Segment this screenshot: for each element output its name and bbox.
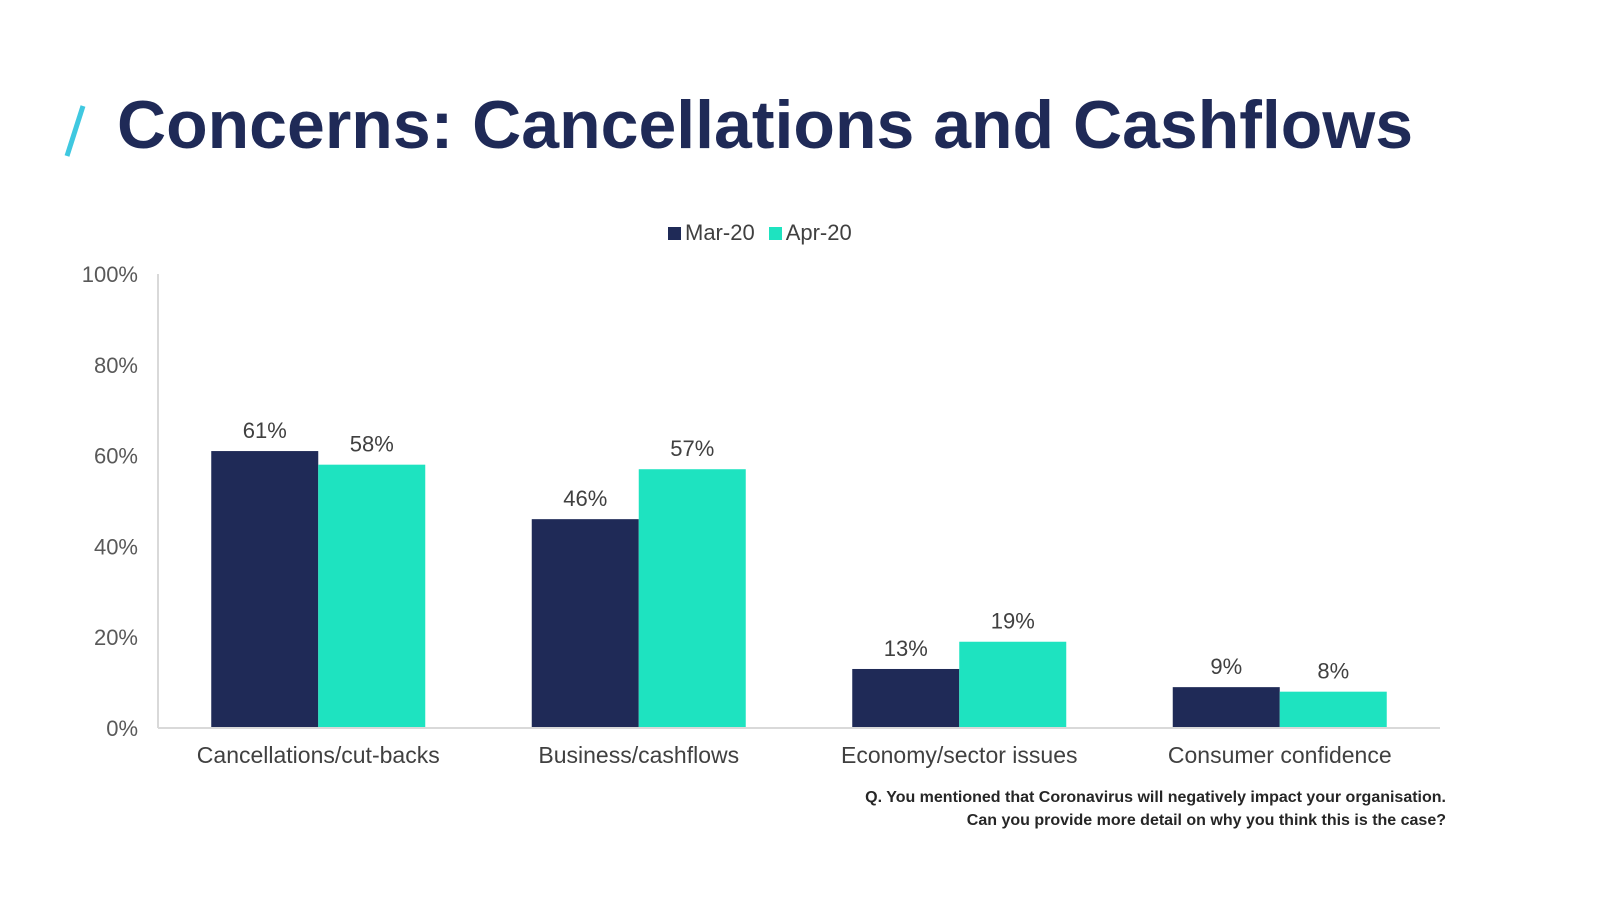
data-label: 8% xyxy=(1317,659,1349,684)
data-label: 9% xyxy=(1210,654,1242,679)
bar-apr xyxy=(959,641,1067,728)
bar-mar xyxy=(852,668,960,728)
legend-label-mar: Mar-20 xyxy=(685,220,755,245)
y-tick-label: 0% xyxy=(106,716,138,741)
survey-question-line1: Q. You mentioned that Coronavirus will n… xyxy=(865,789,1446,806)
bar-mar xyxy=(531,519,639,728)
x-tick-label: Business/cashflows xyxy=(538,742,739,768)
bar-mar xyxy=(211,451,319,728)
data-label: 13% xyxy=(884,636,928,661)
legend-item-mar: Mar-20 xyxy=(668,220,755,246)
legend-item-apr: Apr-20 xyxy=(768,220,852,246)
bar-apr xyxy=(638,469,746,728)
data-label: 57% xyxy=(670,436,714,461)
y-tick-label: 40% xyxy=(94,534,138,559)
data-label: 58% xyxy=(350,432,394,457)
y-tick-label: 20% xyxy=(94,625,138,650)
bar-apr xyxy=(318,464,426,728)
legend-swatch-apr xyxy=(768,226,782,240)
page-title: Concerns: Cancellations and Cashflows xyxy=(117,87,1414,163)
x-tick-label: Cancellations/cut-backs xyxy=(197,742,440,768)
chart-legend: Mar-20 Apr-20 xyxy=(668,220,866,246)
y-tick-label: 60% xyxy=(94,444,138,469)
bar-mar xyxy=(1172,687,1280,728)
data-label: 61% xyxy=(243,418,287,443)
legend-label-apr: Apr-20 xyxy=(785,220,852,245)
data-label: 46% xyxy=(563,486,607,511)
survey-question: Q. You mentioned that Coronavirus will n… xyxy=(865,786,1446,832)
survey-question-line2: Can you provide more detail on why you t… xyxy=(966,812,1446,829)
y-tick-label: 80% xyxy=(94,353,138,378)
y-tick-label: 100% xyxy=(82,262,138,287)
bar-apr xyxy=(1279,691,1387,728)
x-tick-label: Economy/sector issues xyxy=(841,742,1077,768)
accent-slash-icon xyxy=(64,105,86,157)
x-tick-label: Consumer confidence xyxy=(1168,742,1392,768)
legend-swatch-mar xyxy=(668,226,681,240)
data-label: 19% xyxy=(991,609,1035,634)
